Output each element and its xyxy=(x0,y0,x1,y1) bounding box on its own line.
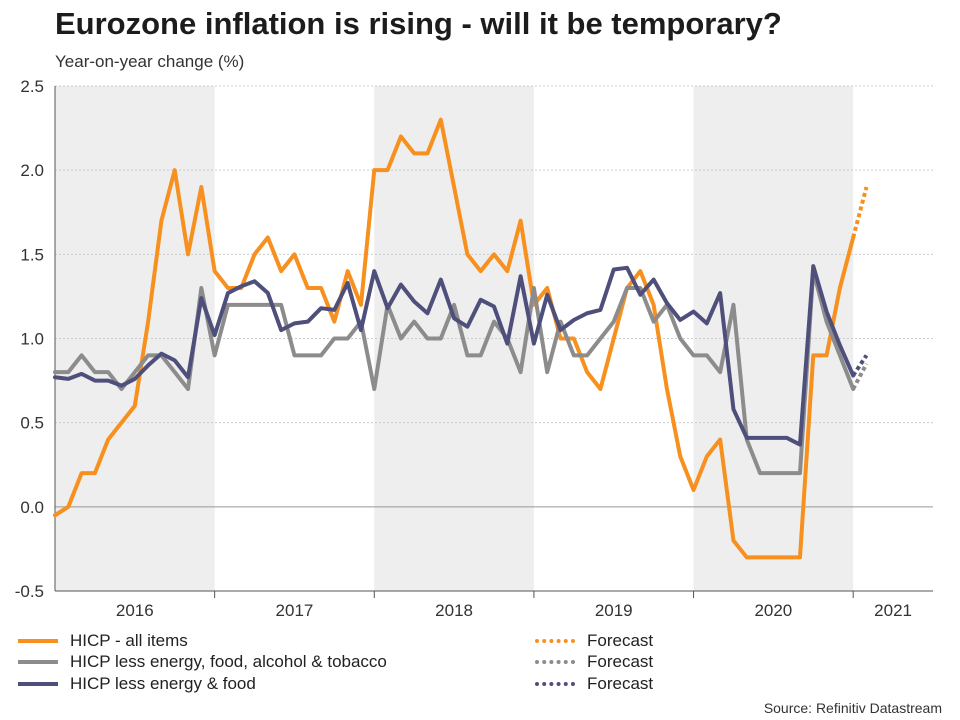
x-tick-label-2020: 2020 xyxy=(754,601,792,620)
legend-swatch-hicp-forecast xyxy=(535,639,575,643)
legend-swatch-hicp-core xyxy=(18,660,58,664)
y-tick-label: 2.5 xyxy=(20,77,44,96)
y-tick-label: 1.5 xyxy=(20,245,44,264)
legend-swatch-hicp xyxy=(18,639,58,643)
legend-swatch-hicp-core-forecast xyxy=(535,660,575,664)
legend-item-hicp-forecast: Forecast xyxy=(535,631,653,651)
y-tick-label: 1.0 xyxy=(20,330,44,349)
x-tick-label-2017: 2017 xyxy=(276,601,314,620)
chart-title: Eurozone inflation is rising - will it b… xyxy=(55,6,782,41)
y-tick-label: 0.5 xyxy=(20,414,44,433)
legend-item-hicp: HICP - all items xyxy=(18,631,188,651)
y-axis-subtitle: Year-on-year change (%) xyxy=(55,52,245,71)
series-line-1 xyxy=(53,269,856,476)
series-forecast-line-0 xyxy=(851,186,869,239)
legend-item-hicp-ex-energy-food-forecast: Forecast xyxy=(535,674,653,694)
shaded-band-2016 xyxy=(55,86,215,591)
legend-label-hicp-core-forecast: Forecast xyxy=(587,652,654,671)
legend-label-hicp-core: HICP less energy, food, alcohol & tobacc… xyxy=(70,652,387,671)
legend-swatch-hicp-ex-energy-food-forecast xyxy=(535,682,575,686)
y-tick-label: -0.5 xyxy=(15,582,44,601)
x-tick-label-2019: 2019 xyxy=(595,601,633,620)
legend-swatch-hicp-ex-energy-food xyxy=(18,682,58,686)
y-tick-label: 0.0 xyxy=(20,498,44,517)
x-tick-label-2016: 2016 xyxy=(116,601,154,620)
series-line-0 xyxy=(53,117,856,560)
legend-label-hicp-forecast: Forecast xyxy=(587,631,654,650)
series-line-2 xyxy=(53,264,856,447)
legend-item-hicp-core: HICP less energy, food, alcohol & tobacc… xyxy=(18,652,387,672)
series-forecast-line-1 xyxy=(851,362,869,390)
legend-item-hicp-ex-energy-food: HICP less energy & food xyxy=(18,674,256,694)
legend-label-hicp: HICP - all items xyxy=(70,631,188,650)
x-tick-label-2018: 2018 xyxy=(435,601,473,620)
legend-label-hicp-ex-energy-food-forecast: Forecast xyxy=(587,674,654,693)
y-tick-label: 2.0 xyxy=(20,161,44,180)
source-note: Source: Refinitiv Datastream xyxy=(763,700,942,716)
legend-label-hicp-ex-energy-food: HICP less energy & food xyxy=(70,674,256,693)
x-tick-label-2021: 2021 xyxy=(874,601,912,620)
legend-item-hicp-core-forecast: Forecast xyxy=(535,652,653,672)
